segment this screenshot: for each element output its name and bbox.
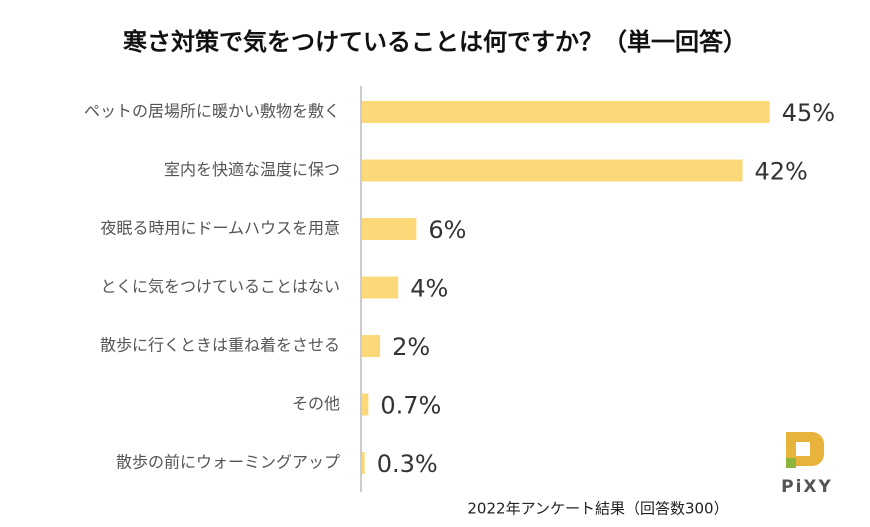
bar bbox=[362, 101, 770, 123]
y-tick-label: 夜眠る時用にドームハウスを用意 bbox=[100, 219, 340, 238]
bar bbox=[362, 452, 365, 474]
value-label: 2% bbox=[392, 333, 430, 361]
y-tick-label: 散歩の前にウォーミングアップ bbox=[116, 453, 340, 472]
value-label: 42% bbox=[755, 158, 808, 186]
bar bbox=[362, 159, 743, 182]
value-label: 6% bbox=[428, 216, 466, 244]
logo-mark bbox=[786, 432, 824, 466]
y-tick-label: ペットの居場所に暖かい敷物を敷く bbox=[84, 102, 340, 121]
y-tick-label: とくに気をつけていることはない bbox=[100, 277, 340, 296]
value-label: 0.3% bbox=[377, 450, 438, 478]
chart-title: 寒さ対策で気をつけていることは何ですか？（単一回答） bbox=[123, 28, 747, 56]
footnote: 2022年アンケート結果（回答数300） bbox=[467, 500, 728, 518]
y-tick-label: 散歩に行くときは重ね着をさせる bbox=[100, 336, 340, 355]
logo: PiXY bbox=[781, 432, 833, 497]
value-label: 0.7% bbox=[380, 392, 441, 420]
value-label: 45% bbox=[782, 99, 835, 127]
value-label: 4% bbox=[410, 275, 448, 303]
logo-text: PiXY bbox=[781, 477, 833, 497]
bar bbox=[362, 276, 399, 299]
y-tick-label: その他 bbox=[292, 394, 340, 413]
y-tick-label: 室内を快適な温度に保つ bbox=[164, 160, 340, 179]
logo-mark bbox=[786, 458, 796, 468]
bar bbox=[362, 335, 381, 357]
bar bbox=[362, 393, 369, 416]
bar bbox=[362, 218, 417, 240]
